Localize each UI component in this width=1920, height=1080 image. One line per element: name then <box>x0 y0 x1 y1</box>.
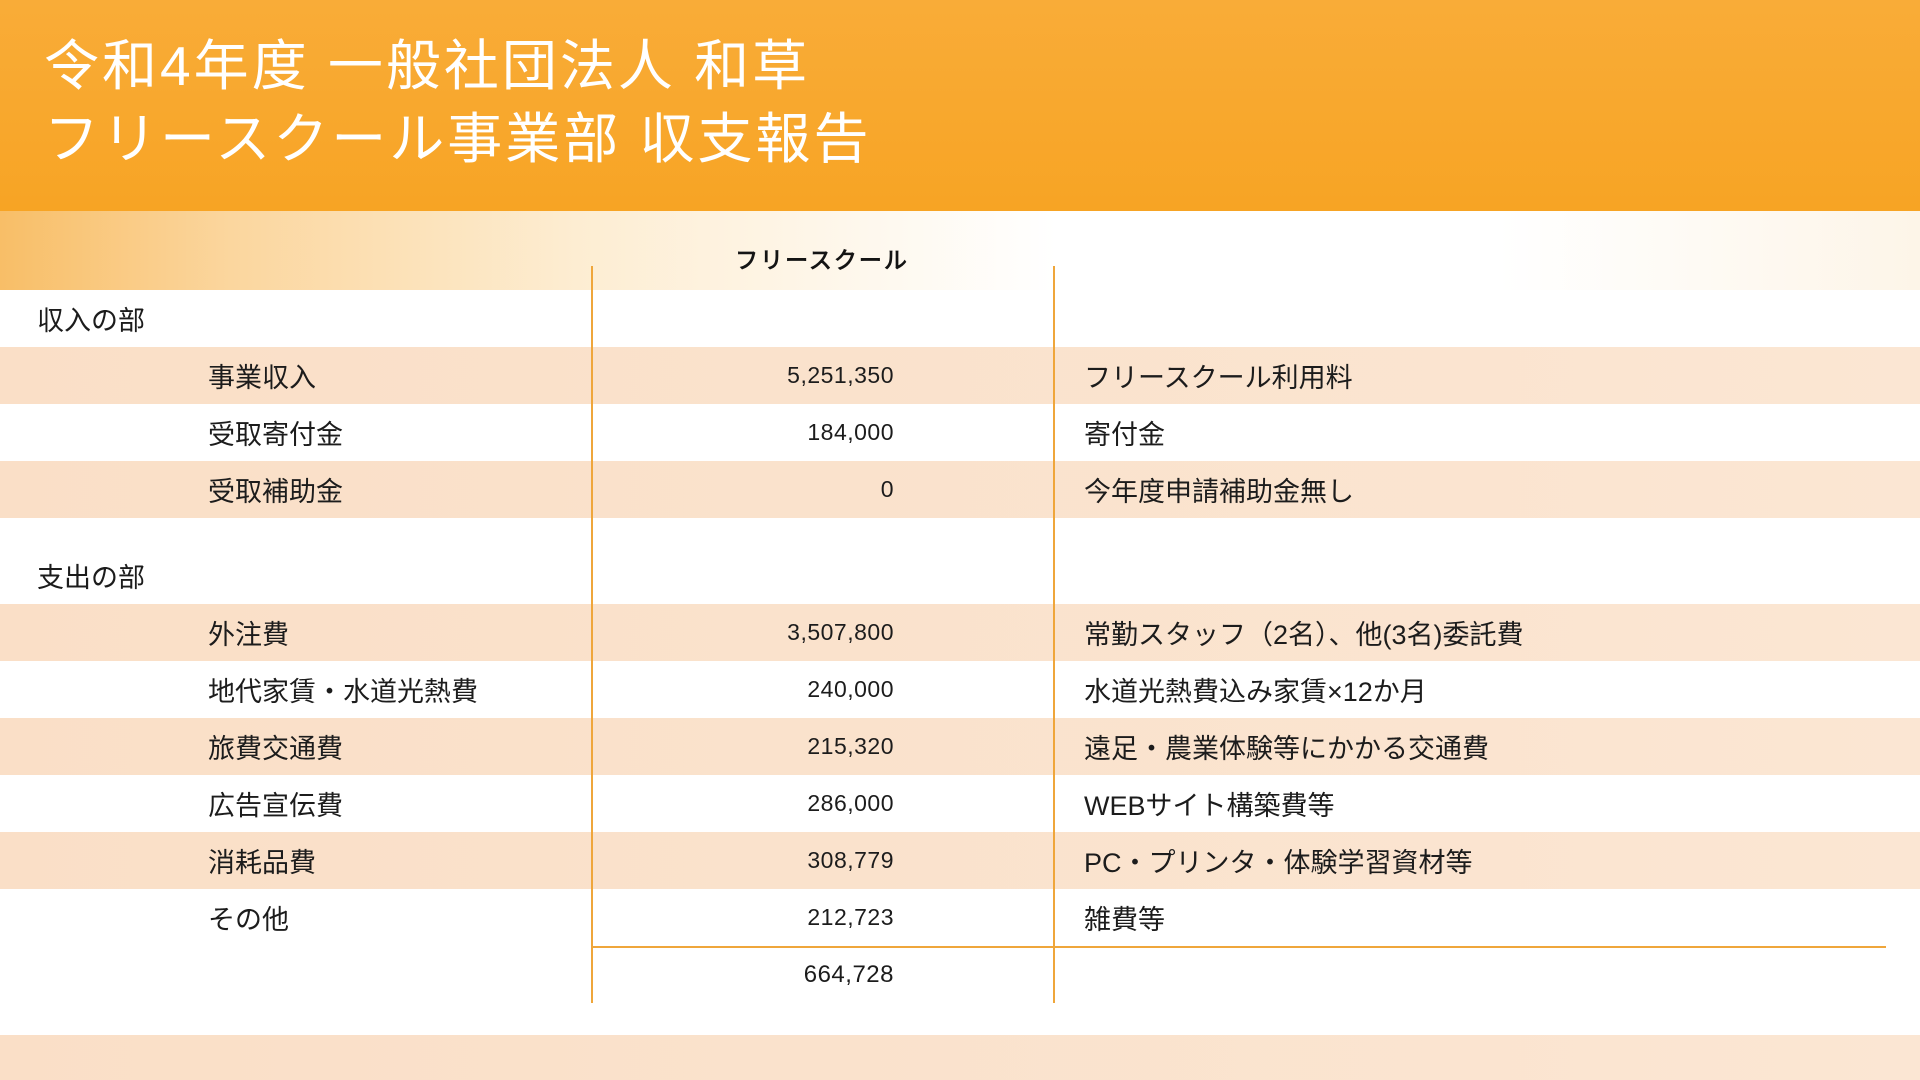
item-label: 広告宣伝費 <box>208 791 343 821</box>
item-label: 外注費 <box>208 620 289 650</box>
table-row: その他 212,723 雑費等 <box>0 889 1920 946</box>
amount-value: 212,723 <box>807 904 894 930</box>
amount-value: 0 <box>880 476 894 502</box>
total-amount-value: 664,728 <box>803 960 894 988</box>
section-label: 支出の部 <box>37 563 145 593</box>
item-label: その他 <box>208 905 289 935</box>
section-header-income: 収入の部 <box>0 290 1920 347</box>
table-row: 受取寄付金 184,000 寄付金 <box>0 404 1920 461</box>
amount-value: 184,000 <box>807 419 894 445</box>
empty-cell <box>1053 547 1920 604</box>
note-text: 常勤スタッフ（2名）、他(3名)委託費 <box>1084 620 1524 650</box>
item-label: 受取寄付金 <box>208 420 343 450</box>
item-label: 地代家賃・水道光熱費 <box>208 677 478 707</box>
section-label: 収入の部 <box>37 306 145 336</box>
amount-value: 240,000 <box>807 676 894 702</box>
amount-value: 308,779 <box>807 847 894 873</box>
report-header-banner: 令和4年度 一般社団法人 和草 フリースクール事業部 収支報告 <box>0 0 1920 211</box>
bottom-stripe <box>0 1035 1920 1080</box>
column-divider-right <box>1053 266 1055 1003</box>
table-row: 外注費 3,507,800 常勤スタッフ（2名）、他(3名)委託費 <box>0 604 1920 661</box>
section-gap <box>0 518 1920 547</box>
empty-cell <box>1053 946 1920 1003</box>
report-title: 令和4年度 一般社団法人 和草 フリースクール事業部 収支報告 <box>44 30 1920 175</box>
note-text: 今年度申請補助金無し <box>1084 477 1354 507</box>
note-text: PC・プリンタ・体験学習資材等 <box>1084 848 1473 878</box>
empty-cell <box>591 547 1053 604</box>
note-text: 雑費等 <box>1084 905 1165 935</box>
section-header-expense: 支出の部 <box>0 547 1920 604</box>
table-row: 受取補助金 0 今年度申請補助金無し <box>0 461 1920 518</box>
total-top-rule <box>591 946 1886 948</box>
amount-value: 215,320 <box>807 733 894 759</box>
table-row: 広告宣伝費 286,000 WEBサイト構築費等 <box>0 775 1920 832</box>
report-title-line2: フリースクール事業部 収支報告 <box>44 107 872 170</box>
table-row: 旅費交通費 215,320 遠足・農業体験等にかかる交通費 <box>0 718 1920 775</box>
column-divider-left <box>591 266 593 1003</box>
note-text: 水道光熱費込み家賃×12か月 <box>1084 677 1427 707</box>
note-text: 遠足・農業体験等にかかる交通費 <box>1084 734 1489 764</box>
table-row: 消耗品費 308,779 PC・プリンタ・体験学習資材等 <box>0 832 1920 889</box>
note-text: WEBサイト構築費等 <box>1084 791 1335 821</box>
report-table: 収入の部 事業収入 5,251,350 フリースクール利用料 受取寄付金 184… <box>0 290 1920 1003</box>
note-text: 寄付金 <box>1084 420 1165 450</box>
amount-value: 3,507,800 <box>787 619 894 645</box>
note-text: フリースクール利用料 <box>1084 363 1353 393</box>
table-row: 地代家賃・水道光熱費 240,000 水道光熱費込み家賃×12か月 <box>0 661 1920 718</box>
item-label: 旅費交通費 <box>208 734 343 764</box>
amount-value: 5,251,350 <box>787 362 894 388</box>
total-row: 664,728 <box>0 946 1920 1003</box>
item-label: 消耗品費 <box>208 848 316 878</box>
empty-cell <box>591 290 1053 347</box>
column-header-band: フリースクール <box>0 211 1920 290</box>
item-label: 受取補助金 <box>208 477 343 507</box>
table-row: 事業収入 5,251,350 フリースクール利用料 <box>0 347 1920 404</box>
empty-cell <box>1053 290 1920 347</box>
amount-value: 286,000 <box>807 790 894 816</box>
report-title-line1: 令和4年度 一般社団法人 和草 <box>44 35 811 97</box>
item-label: 事業収入 <box>208 363 316 393</box>
empty-cell <box>0 946 591 1003</box>
column-header-freeschool: フリースクール <box>735 247 909 273</box>
